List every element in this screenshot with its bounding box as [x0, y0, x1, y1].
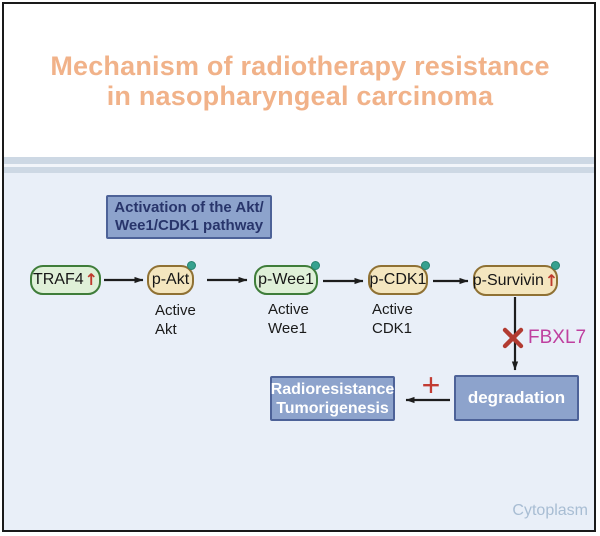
- pathway-annotation-line-2: Wee1/CDK1 pathway: [114, 217, 264, 234]
- node-p-survivin-label: p-Survivin: [472, 271, 544, 289]
- cytoplasm-region: [4, 173, 594, 530]
- title-line-1: Mechanism of radiotherapy resistance: [50, 51, 550, 81]
- degradation-label: degradation: [467, 388, 566, 407]
- node-p-akt-label: p-Akt: [151, 271, 190, 288]
- node-traf4-label: TRAF4: [32, 271, 84, 288]
- node-p-akt: p-Akt: [147, 261, 196, 295]
- membrane-gap: [4, 164, 594, 167]
- sublabel-active-wee1-line1: Active: [268, 301, 309, 318]
- extracellular-region: [4, 4, 594, 157]
- pathway-annotation-line-1: Activation of the Akt/: [114, 199, 264, 216]
- sublabel-active-cdk1: Active CDK1: [372, 300, 413, 338]
- promotion-plus-icon: +: [421, 367, 441, 403]
- title-line-2: in nasopharyngeal carcinoma: [106, 81, 494, 111]
- node-p-wee1: p-Wee1: [254, 261, 320, 295]
- cytoplasm-label: Cytoplasm: [512, 502, 588, 519]
- outcome-box: Radioresistance Tumorigenesis: [270, 376, 395, 421]
- phospho-dot-icon: [187, 261, 196, 270]
- upregulation-arrow-icon: ↑: [544, 270, 559, 290]
- node-p-cdk1: p-CDK1: [368, 261, 430, 295]
- sublabel-active-cdk1-line1: Active: [372, 301, 413, 318]
- upregulation-arrow-icon: ↑: [84, 270, 99, 289]
- phospho-dot-icon: [551, 261, 560, 270]
- sublabel-active-akt-line1: Active: [155, 302, 196, 319]
- node-p-cdk1-label: p-CDK1: [369, 271, 427, 288]
- sublabel-active-wee1-line2: Wee1: [268, 320, 307, 337]
- node-p-survivin: p-Survivin ↑: [472, 261, 560, 296]
- phospho-dot-icon: [421, 261, 430, 270]
- sublabel-active-wee1: Active Wee1: [268, 300, 309, 338]
- membrane-band-bottom: [4, 167, 594, 173]
- node-p-wee1-label: p-Wee1: [258, 271, 314, 288]
- sublabel-active-cdk1-line2: CDK1: [372, 320, 413, 337]
- outcome-line-2: Tumorigenesis: [276, 399, 389, 417]
- membrane-band-top: [4, 157, 594, 164]
- page-title: Mechanism of radiotherapy resistance in …: [0, 51, 600, 111]
- sublabel-active-akt: Active Akt: [155, 301, 196, 339]
- outcome-line-1: Radioresistance: [270, 380, 395, 398]
- node-traf4: TRAF4 ↑: [30, 265, 101, 295]
- phospho-dot-icon: [311, 261, 320, 270]
- pathway-annotation-box: Activation of the Akt/ Wee1/CDK1 pathway: [106, 195, 272, 239]
- fbxl7-label: FBXL7: [528, 327, 587, 348]
- sublabel-active-akt-line2: Akt: [155, 321, 177, 338]
- degradation-box: degradation: [454, 375, 579, 421]
